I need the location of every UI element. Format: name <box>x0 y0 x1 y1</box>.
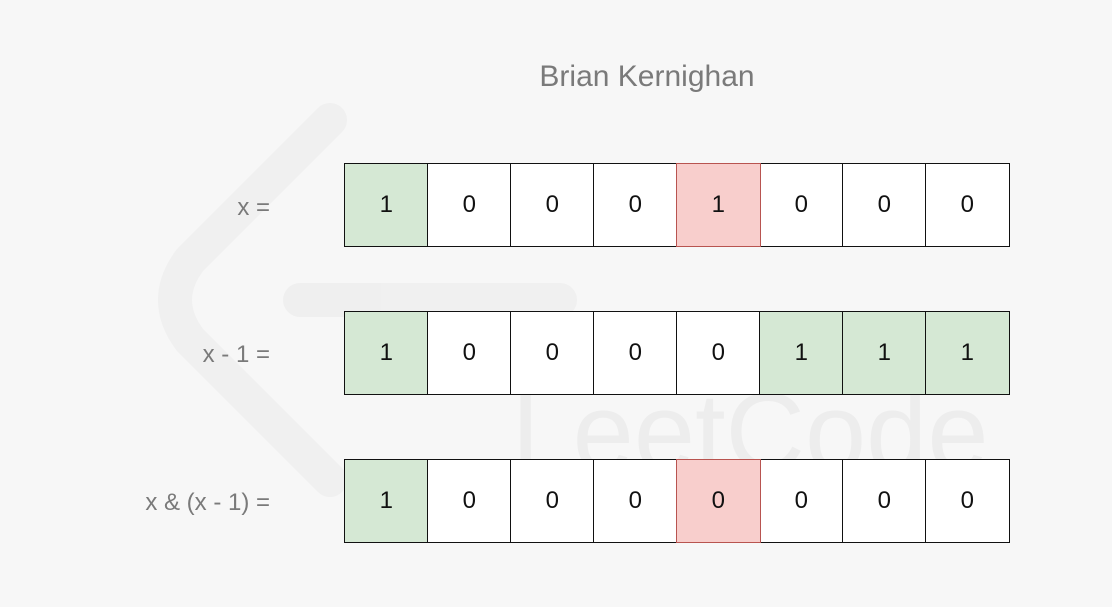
bit-cell: 0 <box>427 311 512 395</box>
bit-cell: 0 <box>925 459 1010 543</box>
bit-cell: 1 <box>344 311 429 395</box>
row-label-x-and-x-minus-1: x & (x - 1) = <box>145 489 270 516</box>
bit-cell: 0 <box>427 459 512 543</box>
logo-chevron-shape <box>158 103 347 497</box>
diagram-title: Brian Kernighan <box>539 60 755 93</box>
bit-cell: 1 <box>344 459 429 543</box>
bit-cell: 0 <box>427 163 512 247</box>
bit-cell: 0 <box>510 163 595 247</box>
bit-row-x-minus-1: 1 0 0 0 0 1 1 1 <box>344 311 1010 395</box>
bit-cell: 0 <box>593 311 678 395</box>
bit-cell: 1 <box>344 163 429 247</box>
bit-cell: 1 <box>759 311 844 395</box>
bit-row-x: 1 0 0 0 1 0 0 0 <box>344 163 1010 247</box>
bit-cell: 1 <box>676 163 761 247</box>
bit-cell: 0 <box>676 459 761 543</box>
bit-cell: 0 <box>593 459 678 543</box>
bit-cell: 0 <box>510 311 595 395</box>
row-label-x: x = <box>237 194 270 221</box>
bit-cell: 0 <box>510 459 595 543</box>
bit-cell: 0 <box>759 163 844 247</box>
row-label-x-minus-1: x - 1 = <box>202 341 270 368</box>
bit-cell: 1 <box>842 311 927 395</box>
bit-cell: 1 <box>925 311 1010 395</box>
bit-row-x-and-x-minus-1: 1 0 0 0 0 0 0 0 <box>344 459 1010 543</box>
bit-cell: 0 <box>842 459 927 543</box>
bit-cell: 0 <box>676 311 761 395</box>
bit-cell: 0 <box>593 163 678 247</box>
bit-cell: 0 <box>842 163 927 247</box>
bit-cell: 0 <box>759 459 844 543</box>
bit-cell: 0 <box>925 163 1010 247</box>
